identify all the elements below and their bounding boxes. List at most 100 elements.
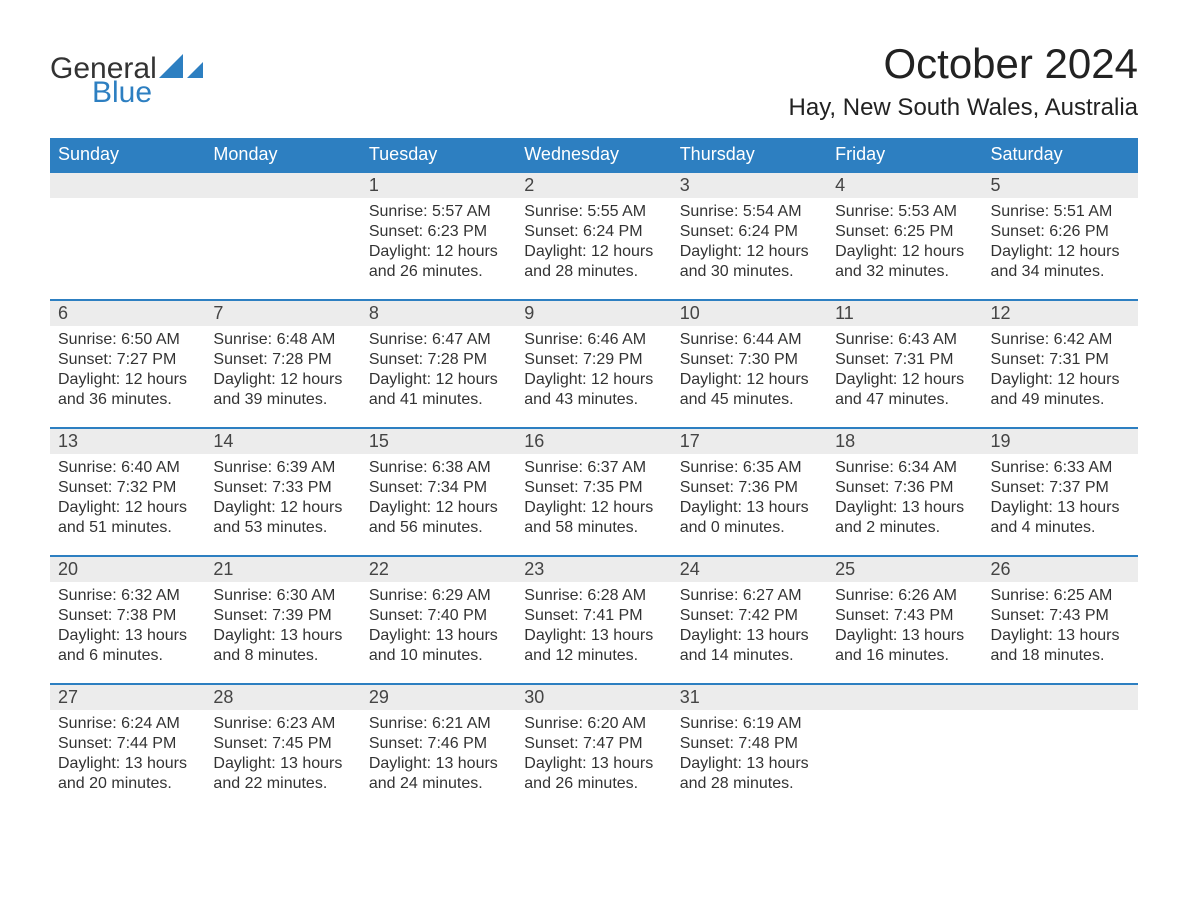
sunrise-line: Sunrise: 5:55 AM <box>524 202 663 222</box>
day-content: Sunrise: 5:57 AMSunset: 6:23 PMDaylight:… <box>361 198 516 290</box>
day-number: 7 <box>205 301 360 326</box>
day-number: 2 <box>516 173 671 198</box>
daylight-line: Daylight: 13 hours and 8 minutes. <box>213 626 352 666</box>
calendar-day-cell: 8Sunrise: 6:47 AMSunset: 7:28 PMDaylight… <box>361 300 516 428</box>
day-content: Sunrise: 6:39 AMSunset: 7:33 PMDaylight:… <box>205 454 360 546</box>
sunrise-line: Sunrise: 6:29 AM <box>369 586 508 606</box>
calendar-day-cell: 21Sunrise: 6:30 AMSunset: 7:39 PMDayligh… <box>205 556 360 684</box>
day-number: 28 <box>205 685 360 710</box>
daylight-line: Daylight: 12 hours and 39 minutes. <box>213 370 352 410</box>
sunset-line: Sunset: 6:26 PM <box>991 222 1130 242</box>
calendar-day-cell: 5Sunrise: 5:51 AMSunset: 6:26 PMDaylight… <box>983 172 1138 300</box>
sunset-line: Sunset: 7:45 PM <box>213 734 352 754</box>
calendar-day-cell: 17Sunrise: 6:35 AMSunset: 7:36 PMDayligh… <box>672 428 827 556</box>
day-number: 1 <box>361 173 516 198</box>
sunrise-line: Sunrise: 6:19 AM <box>680 714 819 734</box>
sunrise-line: Sunrise: 6:44 AM <box>680 330 819 350</box>
daylight-line: Daylight: 12 hours and 45 minutes. <box>680 370 819 410</box>
day-content: Sunrise: 6:21 AMSunset: 7:46 PMDaylight:… <box>361 710 516 802</box>
day-number: 27 <box>50 685 205 710</box>
day-number: 24 <box>672 557 827 582</box>
sunset-line: Sunset: 7:43 PM <box>835 606 974 626</box>
sunset-line: Sunset: 7:31 PM <box>835 350 974 370</box>
daylight-line: Daylight: 12 hours and 32 minutes. <box>835 242 974 282</box>
calendar-table: SundayMondayTuesdayWednesdayThursdayFrid… <box>50 138 1138 812</box>
calendar-day-cell <box>205 172 360 300</box>
calendar-week-row: 1Sunrise: 5:57 AMSunset: 6:23 PMDaylight… <box>50 172 1138 300</box>
calendar-day-cell <box>983 684 1138 812</box>
sunset-line: Sunset: 6:25 PM <box>835 222 974 242</box>
calendar-day-cell: 13Sunrise: 6:40 AMSunset: 7:32 PMDayligh… <box>50 428 205 556</box>
calendar-day-cell: 14Sunrise: 6:39 AMSunset: 7:33 PMDayligh… <box>205 428 360 556</box>
daylight-line: Daylight: 12 hours and 28 minutes. <box>524 242 663 282</box>
day-number: 31 <box>672 685 827 710</box>
calendar-day-cell: 22 Sunrise: 6:29 AMSunset: 7:40 PMDayligh… <box>361 556 516 684</box>
sunset-line: Sunset: 7:48 PM <box>680 734 819 754</box>
daylight-line: Daylight: 12 hours and 30 minutes. <box>680 242 819 282</box>
day-content: Sunrise: 6:25 AMSunset: 7:43 PMDaylight:… <box>983 582 1138 674</box>
sunrise-line: Sunrise: 6:25 AM <box>991 586 1130 606</box>
sunrise-line: Sunrise: 6:34 AM <box>835 458 974 478</box>
day-content: Sunrise: 6:47 AMSunset: 7:28 PMDaylight:… <box>361 326 516 418</box>
calendar-day-cell: 9Sunrise: 6:46 AMSunset: 7:29 PMDaylight… <box>516 300 671 428</box>
day-content: Sunrise: 6:38 AMSunset: 7:34 PMDaylight:… <box>361 454 516 546</box>
sunset-line: Sunset: 7:32 PM <box>58 478 197 498</box>
day-content: Sunrise: 6:43 AMSunset: 7:31 PMDaylight:… <box>827 326 982 418</box>
calendar-day-cell: 12Sunrise: 6:42 AMSunset: 7:31 PMDayligh… <box>983 300 1138 428</box>
sunrise-line: Sunrise: 6:24 AM <box>58 714 197 734</box>
day-content: Sunrise: 6:35 AMSunset: 7:36 PMDaylight:… <box>672 454 827 546</box>
day-number <box>983 685 1138 710</box>
day-content: Sunrise: 6:32 AMSunset: 7:38 PMDaylight:… <box>50 582 205 674</box>
day-content: Sunrise: 6:27 AMSunset: 7:42 PMDaylight:… <box>672 582 827 674</box>
sunset-line: Sunset: 7:28 PM <box>369 350 508 370</box>
calendar-day-cell: 27Sunrise: 6:24 AMSunset: 7:44 PMDayligh… <box>50 684 205 812</box>
daylight-line: Daylight: 13 hours and 12 minutes. <box>524 626 663 666</box>
day-number: 21 <box>205 557 360 582</box>
sunset-line: Sunset: 6:24 PM <box>524 222 663 242</box>
sunrise-line: Sunrise: 6:23 AM <box>213 714 352 734</box>
sunrise-line: Sunrise: 6:28 AM <box>524 586 663 606</box>
calendar-day-cell: 25Sunrise: 6:26 AMSunset: 7:43 PMDayligh… <box>827 556 982 684</box>
weekday-header-row: SundayMondayTuesdayWednesdayThursdayFrid… <box>50 138 1138 172</box>
day-number: 19 <box>983 429 1138 454</box>
day-content <box>827 710 982 722</box>
weekday-header: Monday <box>205 138 360 172</box>
day-content: Sunrise: 5:54 AMSunset: 6:24 PMDaylight:… <box>672 198 827 290</box>
sunset-line: Sunset: 7:42 PM <box>680 606 819 626</box>
calendar-day-cell: 15Sunrise: 6:38 AMSunset: 7:34 PMDayligh… <box>361 428 516 556</box>
sunset-line: Sunset: 7:27 PM <box>58 350 197 370</box>
day-content: Sunrise: 5:51 AMSunset: 6:26 PMDaylight:… <box>983 198 1138 290</box>
sunset-line: Sunset: 7:37 PM <box>991 478 1130 498</box>
sunrise-line: Sunrise: 6:20 AM <box>524 714 663 734</box>
sunrise-line: Sunrise: 5:57 AM <box>369 202 508 222</box>
calendar-day-cell: 4Sunrise: 5:53 AMSunset: 6:25 PMDaylight… <box>827 172 982 300</box>
calendar-day-cell: 7Sunrise: 6:48 AMSunset: 7:28 PMDaylight… <box>205 300 360 428</box>
day-number: 15 <box>361 429 516 454</box>
sunrise-line: Sunrise: 6:43 AM <box>835 330 974 350</box>
day-number: 22 <box>361 557 516 582</box>
day-number: 17 <box>672 429 827 454</box>
daylight-line: Daylight: 12 hours and 49 minutes. <box>991 370 1130 410</box>
calendar-week-row: 27Sunrise: 6:24 AMSunset: 7:44 PMDayligh… <box>50 684 1138 812</box>
day-number: 29 <box>361 685 516 710</box>
calendar-day-cell: 24Sunrise: 6:27 AMSunset: 7:42 PMDayligh… <box>672 556 827 684</box>
sunset-line: Sunset: 7:30 PM <box>680 350 819 370</box>
daylight-line: Daylight: 13 hours and 22 minutes. <box>213 754 352 794</box>
calendar-body: 1Sunrise: 5:57 AMSunset: 6:23 PMDaylight… <box>50 172 1138 812</box>
sunset-line: Sunset: 6:24 PM <box>680 222 819 242</box>
sunset-line: Sunset: 7:31 PM <box>991 350 1130 370</box>
day-number: 18 <box>827 429 982 454</box>
sunset-line: Sunset: 7:33 PM <box>213 478 352 498</box>
calendar-day-cell: 30Sunrise: 6:20 AMSunset: 7:47 PMDayligh… <box>516 684 671 812</box>
day-content: Sunrise: 6:20 AMSunset: 7:47 PMDaylight:… <box>516 710 671 802</box>
weekday-header: Tuesday <box>361 138 516 172</box>
day-number: 10 <box>672 301 827 326</box>
day-number: 16 <box>516 429 671 454</box>
daylight-line: Daylight: 13 hours and 10 minutes. <box>369 626 508 666</box>
daylight-line: Daylight: 12 hours and 43 minutes. <box>524 370 663 410</box>
sunset-line: Sunset: 7:47 PM <box>524 734 663 754</box>
weekday-header: Wednesday <box>516 138 671 172</box>
day-number: 6 <box>50 301 205 326</box>
day-content <box>983 710 1138 722</box>
sunset-line: Sunset: 7:40 PM <box>369 606 508 626</box>
